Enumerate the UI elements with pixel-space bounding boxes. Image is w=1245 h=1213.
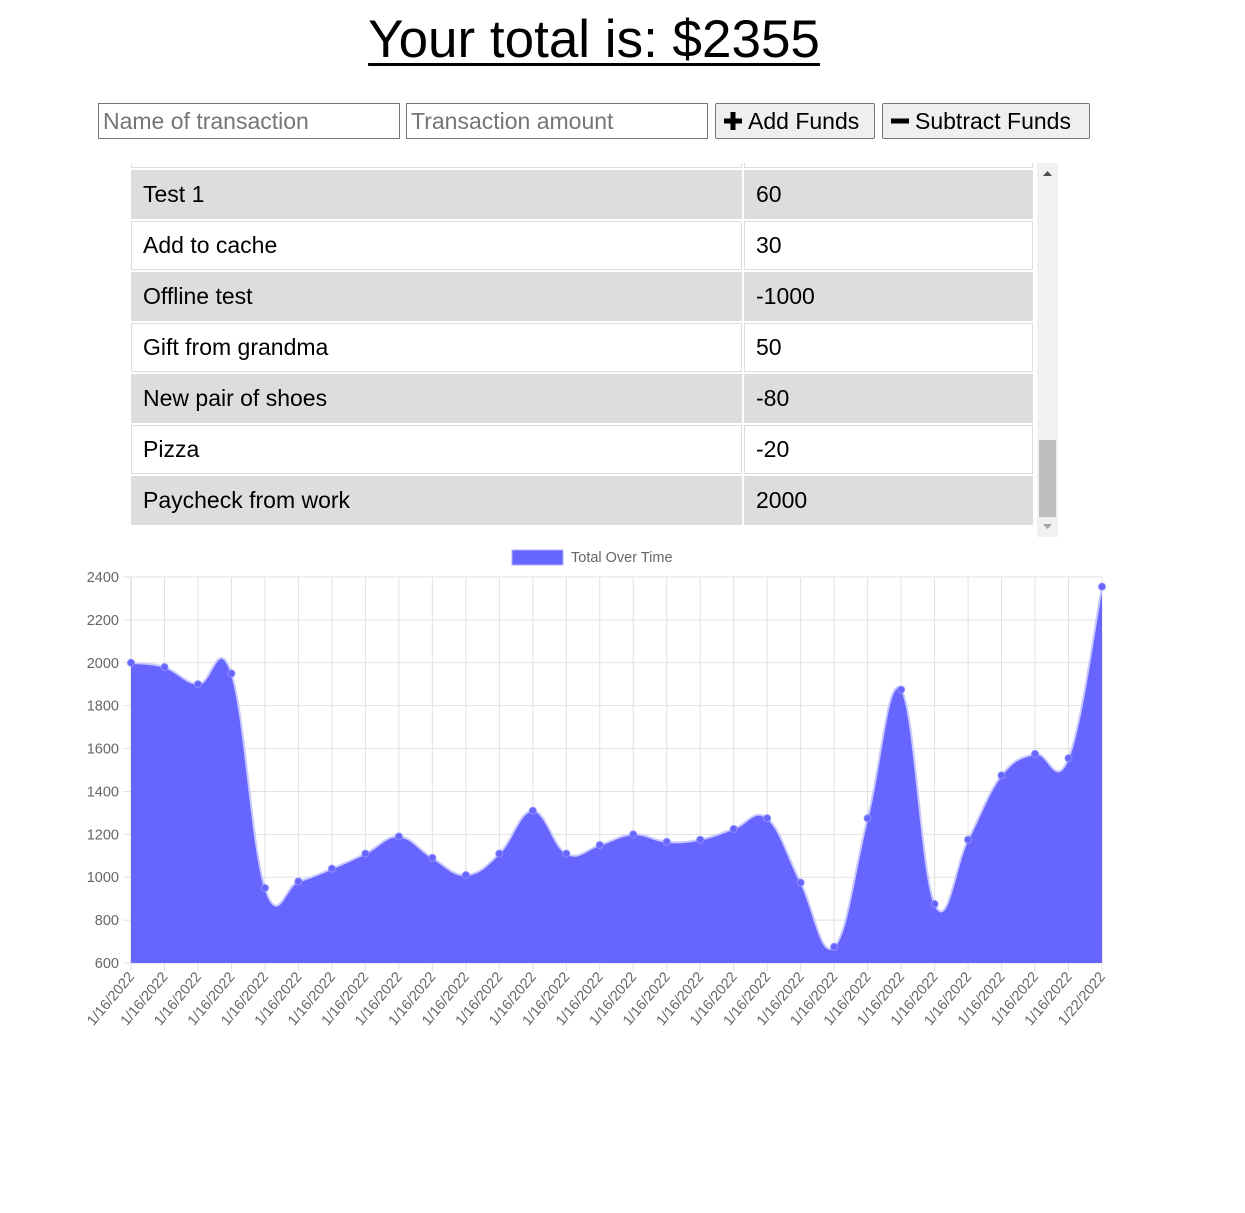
subtract-funds-label: Subtract Funds	[915, 107, 1071, 134]
transaction-name-cell	[131, 163, 742, 168]
series-area	[131, 586, 1102, 963]
table-row: Offline test -1000	[131, 272, 1033, 321]
transaction-name-cell: New pair of shoes	[131, 374, 742, 423]
transaction-amount-input[interactable]	[406, 103, 708, 139]
data-point[interactable]	[897, 685, 906, 694]
plus-icon	[724, 112, 742, 130]
data-point[interactable]	[495, 849, 504, 858]
data-point[interactable]	[361, 849, 370, 858]
total-heading: Your total is: $2355	[368, 10, 820, 69]
total-over-time-chart: 600 800 1000 1200 1400 1600 1800 2000 2200 2400 1…	[84, 549, 1109, 1029]
y-tick-label: 600	[95, 956, 119, 972]
table-scrollbar[interactable]	[1037, 163, 1058, 537]
legend-label: Total Over Time	[571, 550, 673, 566]
y-tick-label: 1200	[87, 827, 119, 843]
data-point[interactable]	[729, 824, 738, 833]
scroll-down-arrow-icon[interactable]	[1037, 518, 1058, 535]
transactions-table: Test 1 60 Add to cache 30 Offline test -100…	[131, 163, 1035, 527]
data-point[interactable]	[160, 663, 169, 672]
legend-swatch	[511, 549, 564, 566]
data-point[interactable]	[327, 864, 336, 873]
table-row: Test 1 60	[131, 170, 1033, 219]
data-point[interactable]	[863, 814, 872, 823]
add-funds-button[interactable]: Add Funds	[715, 103, 875, 139]
y-tick-label: 800	[95, 913, 119, 929]
y-tick-label: 1400	[87, 784, 119, 800]
scrollbar-thumb[interactable]	[1039, 440, 1056, 517]
data-point[interactable]	[662, 837, 671, 846]
data-point[interactable]	[930, 900, 939, 909]
table-row	[131, 163, 1033, 168]
data-point[interactable]	[997, 771, 1006, 780]
data-point[interactable]	[294, 877, 303, 886]
chart-legend[interactable]: Total Over Time	[511, 549, 673, 566]
transaction-name-cell: Test 1	[131, 170, 742, 219]
series-points	[127, 582, 1106, 951]
transactions-table-container[interactable]: Test 1 60 Add to cache 30 Offline test -100…	[131, 163, 1058, 537]
transaction-name-cell: Pizza	[131, 425, 742, 474]
y-tick-label: 2200	[87, 613, 119, 629]
y-tick-label: 1600	[87, 742, 119, 758]
y-tick-label: 1000	[87, 870, 119, 886]
data-point[interactable]	[260, 883, 269, 892]
transaction-value-cell: -1000	[744, 272, 1033, 321]
transaction-value-cell: -20	[744, 425, 1033, 474]
data-point[interactable]	[796, 878, 805, 887]
transaction-value-cell: -80	[744, 374, 1033, 423]
x-axis-ticks: 1/16/20221/16/20221/16/20221/16/20221/16…	[84, 969, 1109, 1029]
scroll-up-arrow-icon[interactable]	[1037, 165, 1058, 182]
table-row: Gift from grandma 50	[131, 323, 1033, 372]
data-point[interactable]	[964, 835, 973, 844]
transaction-value-cell: 60	[744, 170, 1033, 219]
transaction-name-cell: Add to cache	[131, 221, 742, 270]
data-point[interactable]	[227, 669, 236, 678]
data-point[interactable]	[127, 658, 135, 667]
data-point[interactable]	[394, 832, 403, 841]
transaction-name-cell: Gift from grandma	[131, 323, 742, 372]
minus-icon	[891, 112, 909, 130]
data-point[interactable]	[629, 830, 638, 839]
y-axis-ticks: 600 800 1000 1200 1400 1600 1800 2000 2200 2400	[87, 570, 119, 972]
data-point[interactable]	[428, 853, 437, 862]
data-point[interactable]	[528, 806, 537, 815]
data-point[interactable]	[830, 942, 839, 951]
data-point[interactable]	[1098, 582, 1106, 591]
data-point[interactable]	[562, 849, 571, 858]
y-tick-label: 2000	[87, 656, 119, 672]
data-point[interactable]	[763, 814, 772, 823]
transaction-value-cell: 2000	[744, 476, 1033, 525]
table-row: New pair of shoes -80	[131, 374, 1033, 423]
data-point[interactable]	[193, 680, 202, 689]
add-funds-label: Add Funds	[748, 107, 860, 134]
data-point[interactable]	[595, 841, 604, 850]
y-tick-label: 2400	[87, 570, 119, 586]
data-point[interactable]	[1031, 749, 1040, 758]
data-point[interactable]	[1064, 754, 1073, 763]
transaction-value-cell	[744, 163, 1033, 168]
data-point[interactable]	[461, 871, 470, 880]
table-row: Paycheck from work 2000	[131, 476, 1033, 525]
transaction-name-cell: Offline test	[131, 272, 742, 321]
y-tick-label: 1800	[87, 699, 119, 715]
transaction-name-cell: Paycheck from work	[131, 476, 742, 525]
table-row: Pizza -20	[131, 425, 1033, 474]
transaction-name-input[interactable]	[98, 103, 400, 139]
transaction-value-cell: 50	[744, 323, 1033, 372]
data-point[interactable]	[696, 835, 705, 844]
transaction-value-cell: 30	[744, 221, 1033, 270]
subtract-funds-button[interactable]: Subtract Funds	[882, 103, 1090, 139]
table-row: Add to cache 30	[131, 221, 1033, 270]
series-line	[130, 586, 1103, 950]
